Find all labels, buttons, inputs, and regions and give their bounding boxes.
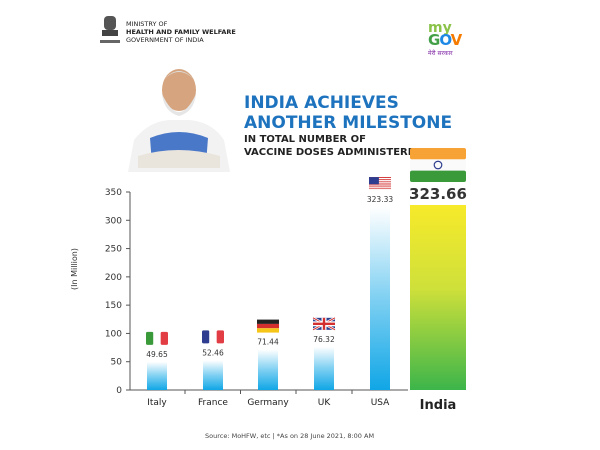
flag-stripe [369,177,391,179]
y-tick-label: 50 [111,358,123,368]
flag-stripe [369,180,391,182]
title-sub: IN TOTAL NUMBER OF VACCINE DOSES ADMINIS… [244,133,423,159]
y-tick-label: 0 [116,386,122,396]
category-label: USA [371,398,390,408]
mygov-letter: V [450,31,463,49]
mygov-gov: GOV [428,31,463,49]
category-label: India [420,398,457,413]
flag-stripe [369,181,391,183]
value-label: 49.65 [146,350,168,359]
title-line3: IN TOTAL NUMBER OF [244,134,366,145]
flag-stripe [369,185,391,187]
france-flag-icon [202,330,224,344]
ministry-name: MINISTRY OF HEALTH AND FAMILY WELFARE GO… [126,20,236,44]
value-label: 323.33 [367,195,393,204]
category-label: UK [318,398,332,408]
flag-stripe [369,189,391,191]
mygov-my: my [428,20,452,36]
value-label: 76.32 [313,335,335,344]
bar-group-india: 323.66 India [409,148,467,413]
flag-stripe [153,331,161,345]
flag-stripe [369,183,391,185]
mygov-letter: G [428,31,440,49]
usa-flag-icon [369,177,391,191]
uk-flag-icon [312,316,336,331]
y-tick-label: 150 [105,301,122,311]
italy-flag-icon [146,331,168,345]
ministry-line3: GOVERNMENT OF INDIA [126,36,204,44]
flag-stripe [216,330,224,344]
bar [147,361,167,390]
national-emblem-icon [100,16,120,43]
flag-stripe [369,178,391,179]
flag-stripe [257,328,279,333]
india-flag-icon [410,148,466,182]
flag-stripe [369,186,391,188]
bar [258,349,278,390]
germany-flag-icon [257,319,279,333]
bar-group-usa: 323.33 USA [351,177,393,408]
mygov-hindi: मेरी सरकार [428,50,453,57]
mygov-logo: my GOV मेरी सरकार [428,20,463,60]
title-line4: VACCINE DOSES ADMINISTERED [244,147,423,158]
flag-stripe [209,330,217,344]
bar [370,207,390,390]
value-label: 323.66 [409,185,467,203]
value-label: 71.44 [257,338,279,347]
bar [203,360,223,390]
minister-photo [128,69,230,172]
title-main: INDIA ACHIEVES ANOTHER MILESTONE [244,93,452,133]
flag-stripe [369,188,391,190]
bar-group-uk: 76.32 UK [295,316,336,408]
flag-stripe [369,178,391,180]
flag-stripe [369,184,391,186]
value-label: 52.46 [202,348,224,357]
bar [314,346,334,390]
ministry-line2: HEALTH AND FAMILY WELFARE [126,28,236,36]
flag-stripe [369,182,391,184]
mygov-letter: O [439,31,451,49]
y-tick-label: 100 [105,329,122,339]
bar [410,205,466,390]
flag-stripe [160,331,168,345]
y-tick-label: 200 [105,273,122,283]
flag-stripe [410,159,466,171]
flag-stripe [257,319,279,324]
flag-canton [369,177,379,185]
y-tick-label: 300 [105,216,122,226]
title-line1: INDIA ACHIEVES [244,93,399,113]
bar-group-germany: 71.44 Germany [240,319,289,408]
mygov-gov-text: GOV [428,31,463,49]
flag-cross [313,322,335,326]
flag-stripe [369,187,391,189]
title-line2: ANOTHER MILESTONE [244,113,453,133]
y-tick-label: 250 [105,245,122,255]
category-label: France [198,398,228,408]
category-label: Germany [247,398,289,408]
y-tick-label: 350 [105,188,122,198]
bar-group-france: 52.46 France [184,330,228,408]
flag-stripe [369,179,391,181]
source-note: Source: MoHFW, etc | *As on 28 June 2021… [205,432,375,440]
flag-stripe [410,148,466,160]
flag-stripe [146,331,154,345]
category-label: Italy [147,398,167,408]
flag-stripe [410,170,466,182]
ministry-line1: MINISTRY OF [126,20,168,28]
flag-stripe [202,330,210,344]
bar-group-italy: 49.65 Italy [146,331,168,408]
ashoka-chakra-icon [433,160,443,170]
flag-stripe [257,323,279,329]
